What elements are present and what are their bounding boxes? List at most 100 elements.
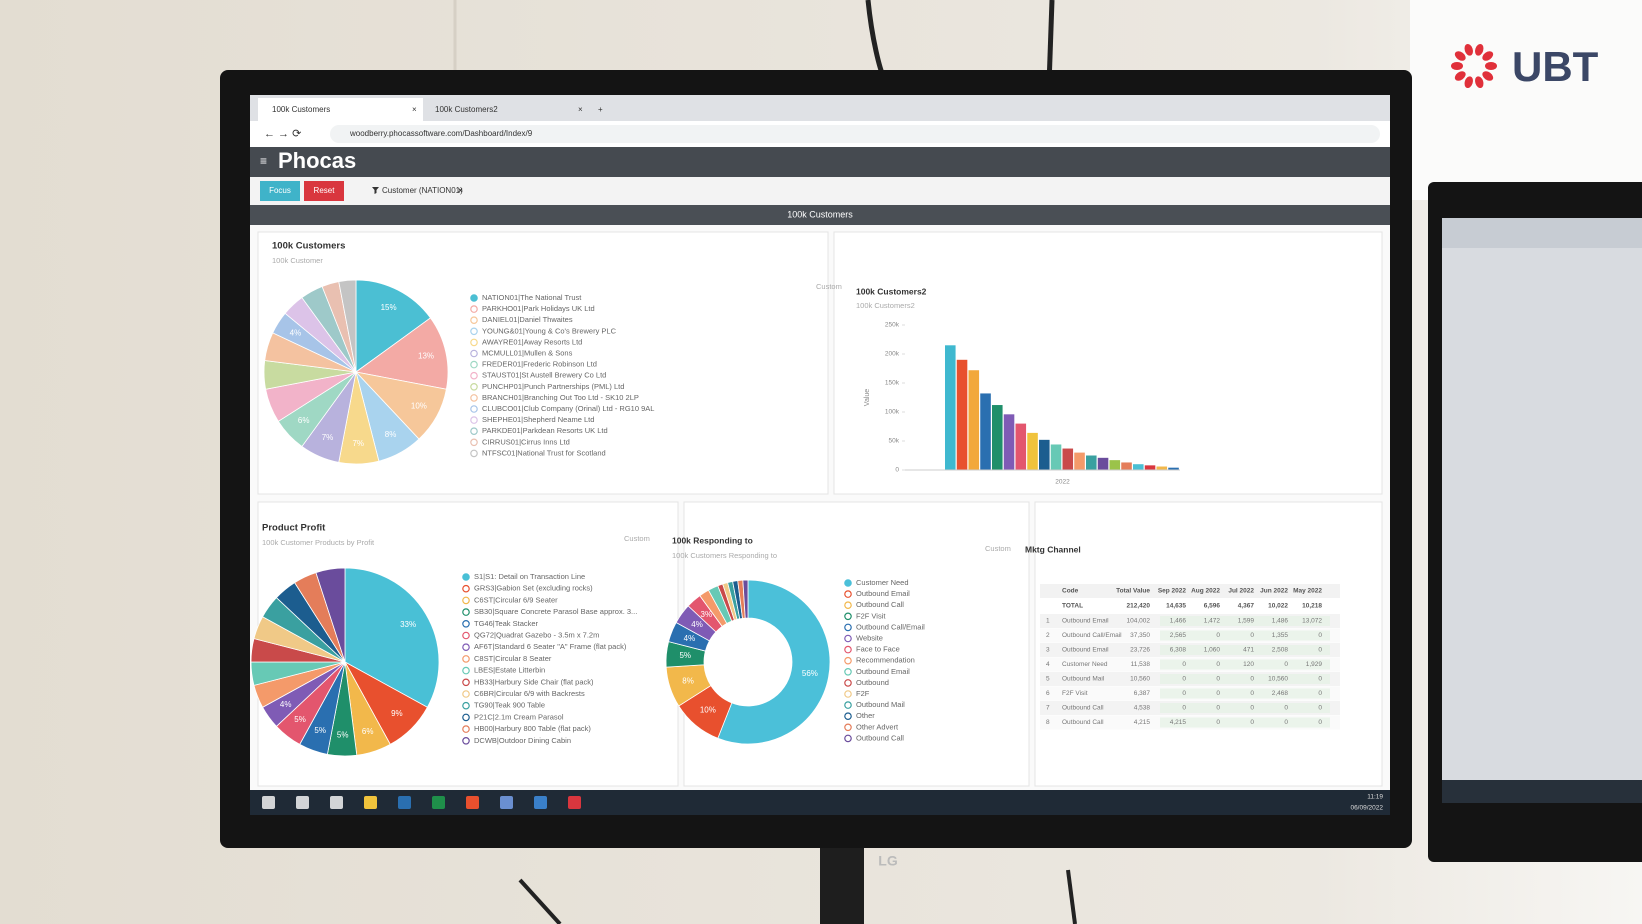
logo-petal	[1451, 62, 1463, 70]
legend-label: DCWB|Outdoor Dining Cabin	[474, 736, 571, 745]
legend-marker	[462, 608, 470, 616]
total-cell: 4,367	[1238, 603, 1255, 610]
logo-petal	[1454, 71, 1466, 81]
table-cell: 0	[1250, 705, 1254, 712]
legend-marker	[844, 601, 852, 610]
legend-marker	[462, 631, 470, 640]
table-cell: F2F Visit	[1062, 690, 1088, 697]
table-cell: 0	[1318, 676, 1322, 683]
legend-marker	[844, 623, 852, 632]
legend-label: C8ST|Circular 8 Seater	[474, 654, 552, 663]
table-cell: 4,538	[1134, 705, 1151, 712]
filter[interactable]: Customer (NATION01)	[382, 186, 463, 195]
legend-label: TG46|Teak Stacker	[474, 619, 539, 628]
legend-label: TG90|Teak 900 Table	[474, 701, 545, 710]
legend-label: GRS3|Gabion Set (excluding rocks)	[474, 584, 593, 593]
slice-label: 6%	[362, 727, 374, 736]
new-tab[interactable]: +	[598, 105, 603, 114]
slice-label: 5%	[679, 651, 691, 660]
url[interactable]: woodberry.phocassoftware.com/Dashboard/I…	[349, 129, 533, 138]
reset-button-label[interactable]: Reset	[314, 186, 336, 195]
table-cell: 6,308	[1170, 647, 1187, 654]
legend-label: FREDER01|Frederic Robinson Ltd	[482, 360, 597, 369]
url-field[interactable]	[330, 125, 1380, 143]
table-cell: 0	[1250, 632, 1254, 639]
taskbar-icon	[398, 796, 411, 809]
tab[interactable]	[258, 98, 423, 121]
pie-slice	[355, 279, 431, 373]
cable	[518, 878, 562, 924]
legend-marker	[470, 449, 478, 458]
table-cell: 0	[1318, 705, 1322, 712]
clock-date: 06/09/2022	[1350, 805, 1383, 812]
table-cell: 4,215	[1170, 719, 1187, 726]
table-cell: 0	[1318, 690, 1322, 697]
table-cell: Outbound Email	[1062, 618, 1109, 625]
legend-marker	[470, 316, 478, 325]
pie-slice	[742, 579, 749, 619]
bar	[1144, 465, 1156, 470]
slice-label: 4%	[290, 329, 302, 338]
legend-label: C6ST|Circular 6/9 Seater	[474, 595, 558, 604]
dashboard-title: 100k Customers	[787, 209, 853, 219]
menu-icon[interactable]: ≡	[260, 154, 267, 168]
slice-label: 56%	[802, 669, 818, 678]
filter-remove[interactable]: ×	[458, 186, 463, 195]
legend-label: Website	[856, 633, 883, 642]
pie-slice	[344, 567, 440, 708]
legend-marker	[470, 305, 478, 313]
monitor-brand: LG	[878, 853, 898, 869]
app-header	[250, 147, 1390, 177]
table-cell: 1,929	[1306, 661, 1323, 668]
dashboard-title-bar	[250, 205, 1390, 225]
tab-close[interactable]: ×	[578, 105, 583, 114]
legend-label: CIRRUS01|Cirrus Inns Ltd	[482, 437, 570, 446]
legend-label: Other	[856, 711, 875, 720]
logo: UBT	[1451, 43, 1599, 90]
row-number: 7	[1046, 705, 1050, 712]
slice-label: 10%	[411, 402, 427, 411]
focus-button[interactable]	[260, 181, 300, 201]
taskbar-icon	[262, 796, 275, 809]
legend-marker	[462, 736, 470, 745]
y-tick-label: 150k	[885, 380, 900, 387]
table-cell: 10,560	[1130, 676, 1150, 683]
legend-label: Other Advert	[856, 722, 899, 731]
y-tick-label: 250k	[885, 322, 900, 329]
total-cell: 6,596	[1204, 603, 1221, 610]
tab-label[interactable]: 100k Customers2	[435, 105, 498, 114]
legend-marker	[462, 584, 470, 593]
focus-button-label[interactable]: Focus	[269, 186, 291, 195]
taskbar-icon	[330, 796, 343, 809]
legend-label: F2F	[856, 689, 870, 698]
cell-highlight	[1160, 645, 1330, 655]
legend-label: PARKDE01|Parkdean Resorts UK Ltd	[482, 426, 608, 435]
y-axis-label: Value	[864, 389, 871, 406]
reset-button[interactable]	[304, 181, 344, 201]
bar	[945, 345, 956, 470]
column-header: Sep 2022	[1158, 588, 1187, 595]
cell-highlight	[1160, 688, 1330, 699]
panel-title: 100k Customers	[272, 241, 345, 252]
column-header: May 2022	[1293, 588, 1322, 595]
bar	[1156, 466, 1168, 470]
taskbar-icon	[466, 796, 479, 809]
row-number: 3	[1046, 647, 1050, 654]
nav-buttons[interactable]: ← → ⟳	[264, 128, 301, 140]
taskbar-icon	[296, 796, 309, 809]
table-cell: 4,215	[1134, 719, 1151, 726]
legend-label: PARKHO01|Park Holidays UK Ltd	[482, 304, 595, 313]
taskbar-icon	[364, 796, 377, 809]
tab-label[interactable]: 100k Customers	[272, 105, 330, 114]
table-cell: 0	[1216, 719, 1220, 726]
table-cell: 0	[1318, 632, 1322, 639]
tab-close[interactable]: ×	[412, 105, 417, 114]
legend-label: F2F Visit	[856, 611, 886, 620]
table-cell: 10,560	[1268, 676, 1288, 683]
legend-label: P21C|2.1m Cream Parasol	[474, 712, 564, 721]
table-cell: 0	[1318, 647, 1322, 654]
legend-marker	[844, 734, 852, 743]
legend-marker	[470, 382, 478, 391]
taskbar-icon	[568, 796, 581, 809]
taskbar	[250, 790, 1390, 815]
